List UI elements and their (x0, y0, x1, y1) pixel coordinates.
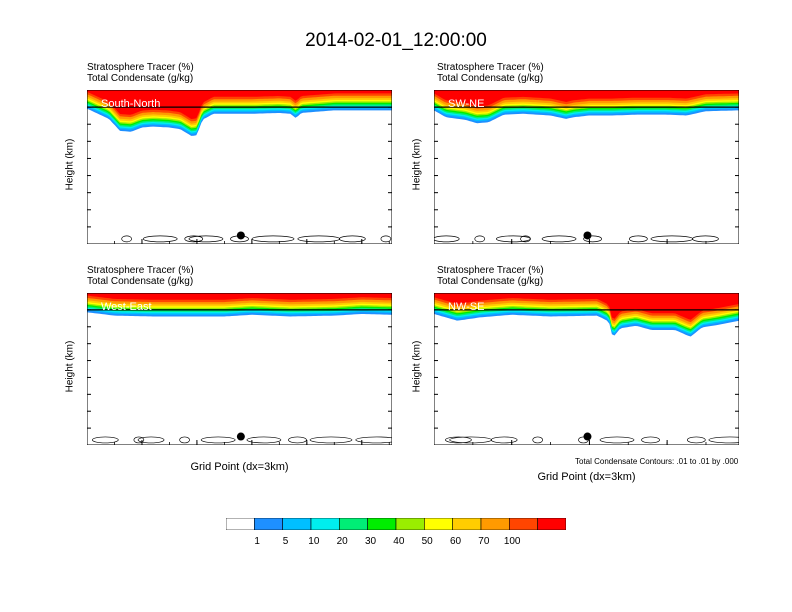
condensate-contour (490, 436, 518, 444)
colorbar (226, 518, 566, 530)
condensate-contour (355, 436, 392, 444)
colorbar-label: 100 (503, 536, 521, 547)
location-marker (583, 432, 592, 441)
plot-area: NW-SE0.02.04.06.08.010.012.014.016.018.0… (434, 293, 739, 445)
condensate-contours (121, 235, 392, 243)
location-marker (236, 231, 245, 240)
condensate-contour (246, 436, 282, 444)
panel-title-condensate: Total Condensate (g/kg) (437, 276, 544, 287)
panel-name-label: South-North (101, 98, 160, 110)
panel-name-label: West-East (101, 301, 152, 313)
tracer-band (87, 293, 392, 300)
condensate-contour (708, 436, 739, 444)
y-axis-label: Height (km) (64, 138, 76, 191)
colorbar-swatch (367, 518, 397, 530)
colorbar-swatch (339, 518, 368, 530)
panel-title-tracer: Stratosphere Tracer (%) (437, 62, 544, 73)
condensate-contour (137, 436, 165, 444)
contour-footnote: Total Condensate Contours: .01 to .01 by… (575, 457, 739, 466)
tracer-band (87, 90, 392, 119)
condensate-contour (541, 235, 577, 243)
plot-area: West-East0.02.04.06.08.010.012.014.016.0… (87, 293, 392, 445)
location-marker (236, 432, 245, 441)
colorbar-label: 70 (478, 536, 490, 547)
colorbar-label: 40 (393, 536, 405, 547)
colorbar-label: 30 (364, 536, 377, 547)
condensate-contour (495, 235, 531, 243)
x-axis-label: Grid Point (dx=3km) (190, 461, 289, 473)
colorbar-label: 1 (254, 536, 260, 547)
colorbar-label: 10 (308, 536, 320, 547)
panel-name-label: SW-NE (448, 98, 484, 110)
y-axis-label: Height (km) (411, 340, 423, 393)
panel-name-label: NW-SE (448, 301, 484, 313)
condensate-contour (200, 436, 236, 444)
condensate-contour (532, 436, 544, 444)
condensate-contour (692, 235, 719, 243)
panel-title-tracer: Stratosphere Tracer (%) (437, 265, 544, 276)
colorbar-label: 5 (282, 536, 289, 547)
condensate-contour (121, 235, 133, 243)
condensate-contour (251, 235, 295, 243)
tracer-band (434, 90, 739, 107)
panel-title-tracer: Stratosphere Tracer (%) (87, 265, 194, 276)
condensate-contour (583, 235, 602, 243)
colorbar-label: 50 (421, 536, 433, 547)
condensate-contour (184, 235, 204, 243)
tracer-band (434, 293, 739, 320)
colorbar-swatch (254, 518, 283, 530)
condensate-contour (188, 235, 224, 243)
y-axis-label: Height (km) (411, 138, 423, 191)
condensate-contour (474, 235, 486, 243)
colorbar-swatch (480, 518, 510, 530)
condensate-contours (434, 235, 719, 243)
colorbar-swatch (310, 518, 340, 530)
condensate-contour (445, 436, 472, 444)
colorbar-swatch (509, 518, 538, 530)
condensate-contour (91, 436, 119, 444)
figure-title: 2014-02-01_12:00:00 (305, 30, 487, 51)
location-marker (583, 231, 592, 240)
panel-title-condensate: Total Condensate (g/kg) (437, 73, 544, 84)
condensate-contour (288, 436, 307, 444)
colorbar-swatch (452, 518, 482, 530)
colorbar-swatch (282, 518, 312, 530)
colorbar-swatch (537, 518, 566, 530)
condensate-contour (339, 235, 366, 243)
plot-area: SW-NE0.02.04.06.08.010.012.014.016.018.0… (434, 90, 739, 244)
condensate-contour (380, 235, 392, 243)
panel-title-condensate: Total Condensate (g/kg) (87, 73, 194, 84)
colorbar-swatch (395, 518, 425, 530)
condensate-contour (449, 436, 492, 444)
condensate-contour (142, 235, 178, 243)
condensate-contour (686, 436, 706, 444)
condensate-contour (599, 436, 635, 444)
condensate-contour (309, 436, 353, 444)
condensate-contour (650, 235, 694, 243)
x-axis-label: Grid Point (dx=3km) (537, 471, 636, 483)
condensate-contour (179, 436, 190, 444)
condensate-contour (434, 235, 460, 243)
condensate-contour (629, 235, 648, 243)
colorbar-swatch (226, 518, 255, 530)
panel-title-tracer: Stratosphere Tracer (%) (87, 62, 194, 73)
condensate-contour (133, 436, 145, 444)
plot-area: South-North0.02.04.06.08.010.012.014.016… (87, 90, 392, 244)
colorbar-label: 20 (336, 536, 348, 547)
condensate-contours (445, 436, 739, 444)
condensate-contour (641, 436, 660, 444)
colorbar-label: 60 (449, 536, 462, 547)
y-axis-label: Height (km) (64, 340, 76, 393)
condensate-contours (91, 436, 392, 444)
colorbar-swatch (424, 518, 453, 530)
condensate-contour (297, 235, 341, 243)
panel-title-condensate: Total Condensate (g/kg) (87, 276, 194, 287)
